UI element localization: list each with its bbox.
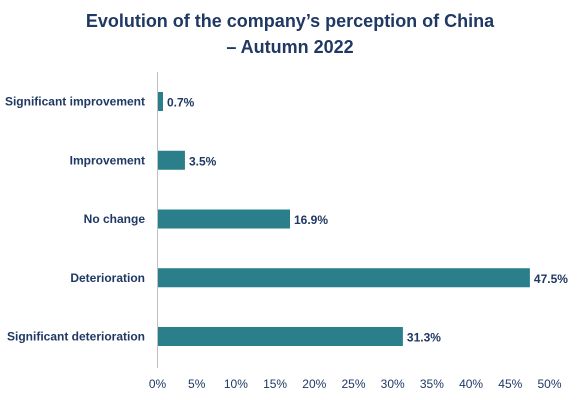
category-label: Significant improvement — [5, 95, 145, 109]
x-tick-label: 25% — [341, 377, 365, 391]
x-tick-label: 45% — [498, 377, 522, 391]
x-tick-label: 20% — [302, 377, 326, 391]
bar — [158, 209, 290, 229]
category-label: Deterioration — [70, 271, 145, 285]
x-tick-label: 40% — [459, 377, 483, 391]
bar — [158, 92, 163, 111]
bar — [158, 327, 403, 346]
x-tick-label: 50% — [537, 377, 561, 391]
category-label: No change — [84, 212, 146, 226]
x-tick-label: 0% — [149, 377, 167, 391]
chart-title-line-2: – Autumn 2022 — [226, 37, 354, 57]
data-label: 16.9% — [294, 213, 328, 227]
data-label: 0.7% — [167, 96, 195, 110]
data-label: 3.5% — [189, 154, 217, 168]
x-tick-label: 5% — [188, 377, 206, 391]
x-tick-label: 10% — [224, 377, 248, 391]
data-label: 47.5% — [534, 272, 568, 286]
bar — [158, 150, 185, 170]
bar — [158, 268, 530, 288]
x-tick-label: 15% — [263, 377, 287, 391]
data-label: 31.3% — [407, 331, 441, 345]
category-label: Improvement — [70, 153, 145, 167]
x-tick-label: 30% — [381, 377, 405, 391]
chart-title-line-1: Evolution of the company’s perception of… — [85, 11, 495, 31]
x-tick-label: 35% — [420, 377, 444, 391]
category-label: Significant deterioration — [7, 330, 145, 344]
